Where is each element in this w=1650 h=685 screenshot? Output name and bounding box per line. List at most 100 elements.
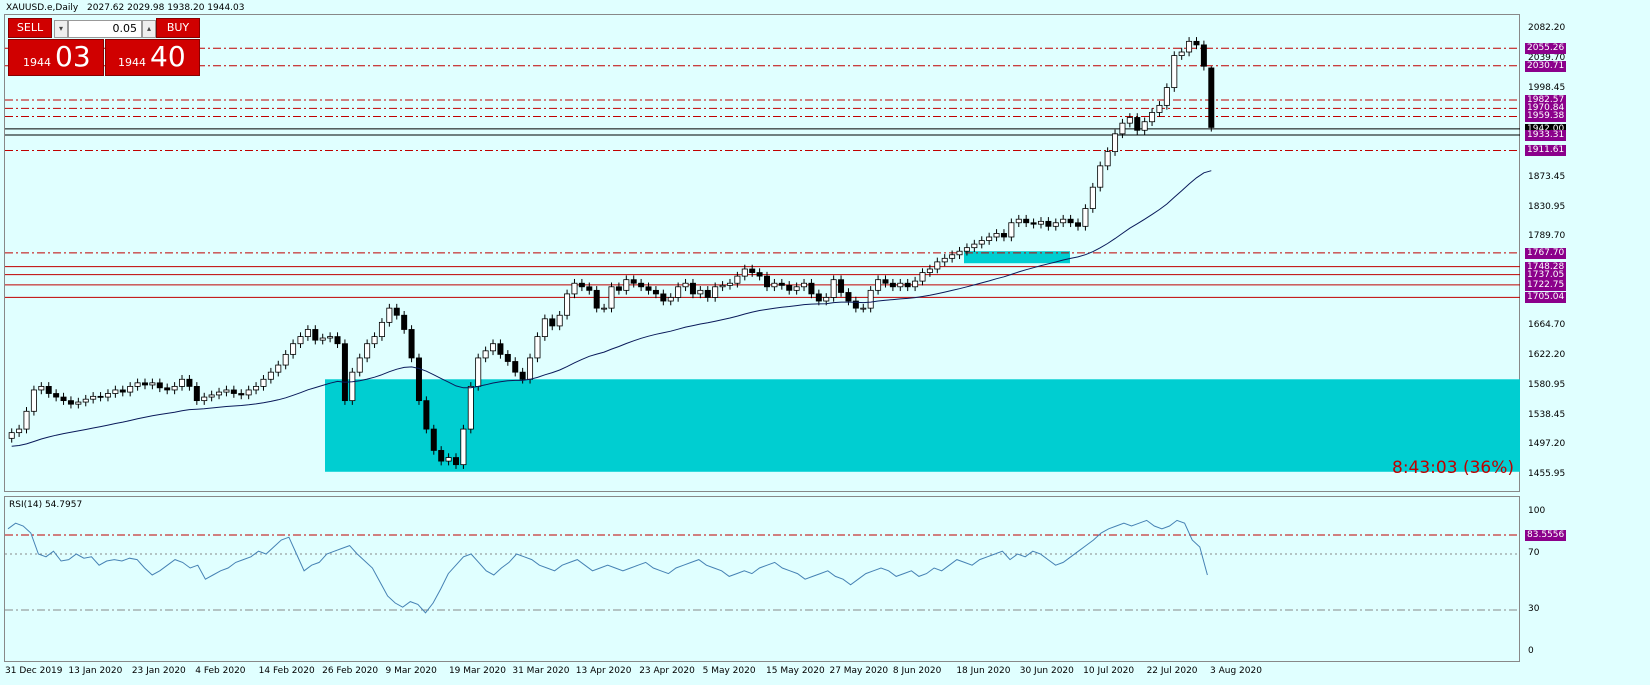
candle-body (304, 329, 311, 337)
moving-average-line (11, 170, 1212, 447)
candle-body (541, 318, 548, 337)
candle-body (1112, 133, 1119, 153)
candle-body (149, 382, 156, 386)
rsi-pane[interactable] (4, 496, 1520, 662)
candle-body (253, 385, 260, 391)
candle-body (889, 282, 896, 288)
candle-body (704, 289, 711, 298)
candle-body (60, 396, 67, 402)
date-axis-label: 30 Jun 2020 (1019, 666, 1074, 676)
date-axis-label: 8 Jun 2020 (892, 666, 942, 676)
lot-size-input[interactable]: 0.05 (68, 20, 142, 38)
buy-button[interactable]: BUY (156, 18, 200, 38)
candle-body (1200, 44, 1207, 67)
price-axis-label: 1580.95 (1528, 379, 1566, 390)
date-axis-label: 18 Jun 2020 (956, 666, 1011, 676)
candle-body (956, 250, 963, 256)
date-axis-label: 23 Jan 2020 (131, 666, 186, 676)
candle-body (467, 385, 474, 430)
date-axis-label: 9 Mar 2020 (385, 666, 437, 676)
candle-body (963, 247, 970, 252)
date-axis-label: 31 Mar 2020 (512, 666, 570, 676)
candle-body (978, 240, 985, 245)
candle-body (578, 282, 585, 288)
price-axis-label: 1497.20 (1528, 439, 1566, 450)
buy-price-button[interactable]: 1944 40 (105, 39, 200, 76)
candle-body (652, 289, 659, 295)
candle-body (556, 314, 563, 327)
candle-body (216, 391, 223, 396)
candle-body (408, 329, 415, 359)
candle-body (364, 343, 371, 359)
buy-price-prefix: 1944 (118, 56, 146, 69)
candle-body (912, 280, 919, 288)
sell-price-button[interactable]: 1944 03 (8, 39, 104, 76)
price-level-tag: 1737.05 (1525, 269, 1567, 281)
rsi-line (7, 519, 1208, 614)
price-level-tag: 1722.75 (1525, 279, 1567, 291)
candle-body (127, 385, 134, 393)
candle-body (67, 400, 74, 405)
candle-body (1178, 51, 1185, 56)
date-axis-label: 27 May 2020 (829, 666, 889, 676)
candle-body (734, 275, 741, 284)
candle-body (23, 410, 30, 430)
candle-body (341, 343, 348, 402)
candle-body (860, 307, 867, 310)
candle-body (319, 337, 326, 341)
candle-body (201, 396, 208, 402)
candle-body (297, 336, 304, 345)
candle-body (630, 279, 637, 284)
candle-body (949, 254, 956, 259)
date-axis-label: 10 Jul 2020 (1083, 666, 1135, 676)
date-axis-label: 22 Jul 2020 (1146, 666, 1198, 676)
candle-body (30, 389, 37, 412)
consolidation-zone (964, 251, 1070, 264)
candle-body (756, 272, 763, 277)
candle-body (586, 286, 593, 291)
candle-body (238, 393, 245, 396)
rsi-level-tag: 83.5556 (1525, 530, 1567, 542)
candle-body (267, 371, 274, 380)
candle-body (53, 393, 60, 398)
candle-body (1156, 104, 1163, 113)
candle-body (415, 357, 422, 402)
sell-button[interactable]: SELL (8, 18, 52, 38)
price-axis-label: 2082.20 (1528, 23, 1566, 34)
candle-body (282, 353, 289, 366)
candle-body (179, 378, 186, 387)
lot-decrease-button[interactable]: ▾ (54, 20, 68, 38)
candle-body (534, 336, 541, 359)
candle-body (1015, 218, 1022, 224)
candle-body (645, 286, 652, 291)
candle-body (90, 395, 97, 400)
price-level-tag: 1767.70 (1525, 247, 1567, 259)
candle-body (1052, 222, 1059, 227)
candle-body (1075, 222, 1082, 227)
chart-title: XAUUSD.e,Daily 2027.62 2029.98 1938.20 1… (6, 3, 245, 13)
price-level-tag: 1748.28 (1525, 261, 1567, 273)
ohlc-readout: 2027.62 2029.98 1938.20 1944.03 (87, 3, 245, 13)
date-axis-label: 5 May 2020 (702, 666, 756, 676)
candle-body (660, 293, 667, 302)
candle-body (1008, 222, 1015, 238)
date-axis-label: 23 Apr 2020 (639, 666, 695, 676)
lot-increase-button[interactable]: ▴ (142, 20, 156, 38)
candle-body (793, 286, 800, 291)
candle-body (356, 357, 363, 373)
candle-body (786, 284, 793, 291)
candle-body (245, 389, 252, 396)
candle-body (1193, 40, 1200, 46)
price-level-tag: 1982.57 (1525, 94, 1567, 106)
candle-body (697, 289, 704, 295)
candle-body (1208, 67, 1215, 128)
price-level-tag: 1942.00 (1525, 123, 1567, 135)
price-level-tag: 1933.31 (1525, 130, 1567, 142)
one-click-trading-panel: SELL ▾ 0.05 ▴ BUY 1944 03 1944 40 (8, 18, 200, 76)
candle-body (689, 282, 696, 295)
candle-body (571, 282, 578, 295)
price-axis-label: 1622.20 (1528, 350, 1566, 361)
candle-body (1104, 151, 1111, 167)
candle-body (527, 357, 534, 380)
